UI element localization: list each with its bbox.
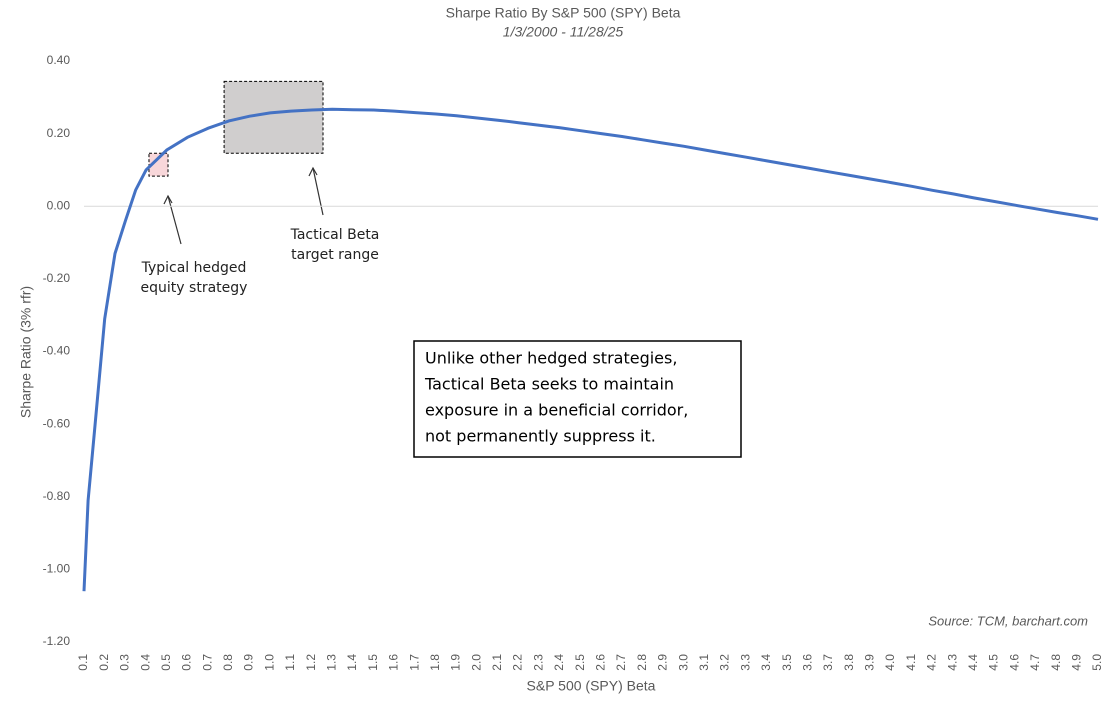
x-tick-label: 0.9 — [242, 654, 256, 671]
x-tick-label: 3.4 — [759, 654, 773, 671]
y-tick-label: -1.20 — [43, 634, 71, 648]
y-tick-label: -0.80 — [43, 489, 71, 503]
callout-text: Unlike other hedged strategies, — [425, 349, 677, 368]
x-tick-label: 0.5 — [159, 654, 173, 671]
x-tick-label: 2.6 — [594, 654, 608, 671]
x-tick-label: 2.2 — [511, 654, 525, 671]
x-tick-label: 3.9 — [863, 654, 877, 671]
arrow — [312, 167, 324, 216]
x-tick-label: 3.7 — [821, 654, 835, 671]
x-tick-label: 3.6 — [800, 654, 814, 671]
x-tick-label: 0.7 — [200, 654, 214, 671]
chart-subtitle: 1/3/2000 - 11/28/25 — [503, 24, 624, 40]
x-tick-label: 0.8 — [221, 654, 235, 671]
x-tick-label: 2.4 — [552, 654, 566, 671]
region-label: Typical hedged — [141, 260, 247, 276]
x-tick-label: 1.8 — [428, 654, 442, 671]
x-tick-label: 1.7 — [407, 654, 421, 671]
region-label: Tactical Beta — [290, 227, 380, 243]
x-tick-label: 2.9 — [656, 654, 670, 671]
x-tick-label: 0.6 — [180, 654, 194, 671]
callout-box — [413, 340, 742, 458]
line — [82, 107, 1099, 592]
x-tick-label: 3.1 — [697, 654, 711, 671]
y-tick-label: -0.40 — [43, 344, 71, 358]
x-tick-label: 3.8 — [842, 654, 856, 671]
region — [148, 152, 169, 177]
x-tick-label: 1.6 — [387, 654, 401, 671]
callout-text: Tactical Beta seeks to maintain — [424, 375, 674, 394]
y-tick-label: 0.00 — [47, 198, 71, 212]
source: Source: TCM, barchart.com — [928, 613, 1088, 628]
arrow-head — [163, 194, 173, 205]
x-tick-label: 1.9 — [449, 654, 463, 671]
x-tick-label: 2.1 — [490, 654, 504, 671]
chart-title: Sharpe Ratio By S&P 500 (SPY) Beta — [446, 5, 681, 21]
x-tick-label: 0.4 — [138, 654, 152, 671]
x-tick-label: 3.2 — [718, 654, 732, 671]
arrow — [167, 195, 182, 245]
y-tick-label: -1.00 — [43, 562, 71, 576]
x-tick-label: 4.1 — [904, 654, 918, 671]
x-tick-label: 1.0 — [262, 654, 276, 671]
x-tick-label: 3.3 — [738, 654, 752, 671]
x-tick-label: 4.9 — [1069, 654, 1083, 671]
x-tick-label: 0.3 — [118, 654, 132, 671]
y-axis-label: Sharpe Ratio (3% rfr) — [18, 286, 34, 418]
arrow-head — [308, 166, 318, 177]
x-tick-label: 2.0 — [469, 654, 483, 671]
x-tick-label: 4.7 — [1028, 654, 1042, 671]
x-tick-label: 0.1 — [76, 654, 90, 671]
x-tick-label: 2.3 — [531, 654, 545, 671]
x-tick-label: 4.8 — [1049, 654, 1063, 671]
x-tick-label: 4.2 — [925, 654, 939, 671]
y-tick-label: -0.60 — [43, 416, 71, 430]
y-tick-label: -0.20 — [43, 271, 71, 285]
callout-text: not permanently suppress it. — [425, 427, 656, 446]
x-tick-label: 1.4 — [345, 654, 359, 671]
x-tick-label: 5.0 — [1090, 654, 1104, 671]
x-tick-label: 1.2 — [304, 654, 318, 671]
y-tick-label: 0.40 — [47, 53, 71, 67]
x-tick-label: 0.2 — [97, 654, 111, 671]
x-tick-label: 4.6 — [1007, 654, 1021, 671]
arrows — [163, 166, 324, 245]
x-tick-label: 4.4 — [966, 654, 980, 671]
x-axis-label: S&P 500 (SPY) Beta — [527, 678, 656, 694]
x-tick-label: 3.0 — [676, 654, 690, 671]
callout-text: exposure in a beneficial corridor, — [425, 401, 688, 420]
x-tick-label: 2.8 — [635, 654, 649, 671]
x-tick-label: 2.5 — [573, 654, 587, 671]
x-tick-label: 1.3 — [324, 654, 338, 671]
x-tick-label: 4.3 — [945, 654, 959, 671]
x-tick-label: 4.0 — [883, 654, 897, 671]
x-tick-label: 3.5 — [780, 654, 794, 671]
region-label: equity strategy — [141, 280, 248, 296]
x-tick-label: 1.5 — [366, 654, 380, 671]
x-tick-label: 4.5 — [987, 654, 1001, 671]
region-label: target range — [291, 247, 379, 263]
x-tick-label: 2.7 — [614, 654, 628, 671]
y-tick-label: 0.20 — [47, 126, 71, 140]
x-tick-label: 1.1 — [283, 654, 297, 671]
